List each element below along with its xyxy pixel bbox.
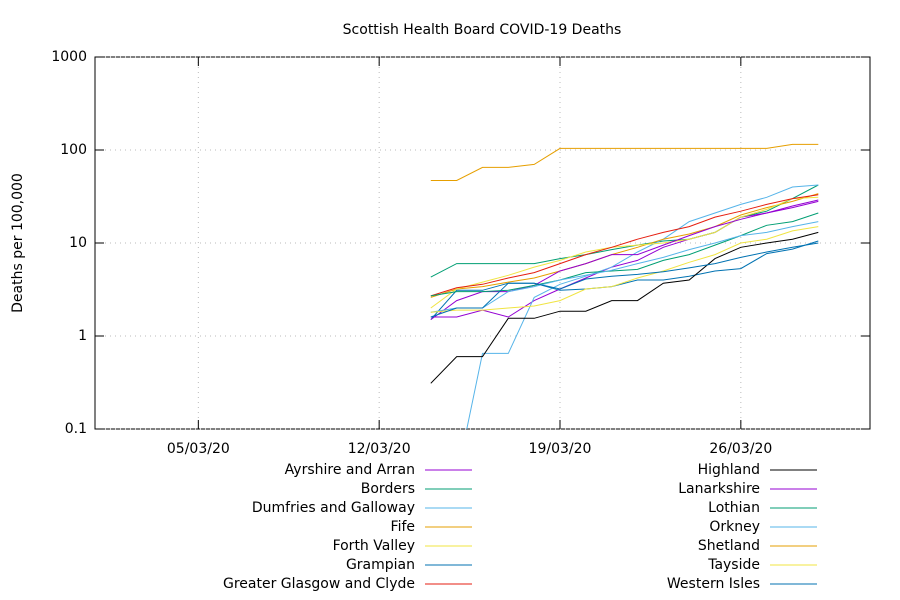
y-tick-label: 1000 — [51, 49, 87, 65]
plot-area — [430, 143, 819, 429]
series-line — [430, 200, 819, 318]
series-line — [430, 242, 819, 318]
legend-label: Dumfries and Galloway — [252, 500, 415, 516]
x-tick-label: 26/03/20 — [709, 441, 772, 457]
chart-title: Scottish Health Board COVID-19 Deaths — [343, 22, 622, 38]
series-line — [430, 184, 819, 278]
legend-label: Greater Glasgow and Clyde — [223, 576, 415, 592]
legend-label: Ayrshire and Arran — [285, 462, 415, 478]
series-line — [430, 226, 819, 313]
legend-label: Fife — [391, 519, 415, 535]
legend-label: Borders — [361, 481, 415, 497]
series-line — [430, 231, 819, 384]
x-tick-label: 12/03/20 — [348, 441, 411, 457]
legend-label: Shetland — [698, 538, 760, 554]
x-tick-label: 19/03/20 — [529, 441, 592, 457]
y-tick-label: 10 — [69, 235, 87, 251]
series-line — [466, 184, 819, 429]
series-line — [430, 212, 819, 297]
legend-label: Lothian — [708, 500, 760, 516]
legend-label: Forth Valley — [333, 538, 415, 554]
series-line — [430, 143, 819, 181]
y-tick-label: 0.1 — [65, 421, 87, 437]
x-tick-label: 05/03/20 — [167, 441, 230, 457]
legend-label: Orkney — [709, 519, 760, 535]
legend-label: Tayside — [707, 557, 760, 573]
y-tick-label: 100 — [60, 142, 87, 158]
series-line — [430, 221, 819, 313]
series-line — [430, 196, 819, 309]
series-line — [430, 193, 819, 298]
plot-frame — [94, 56, 871, 430]
series-line — [430, 240, 819, 320]
series-line — [430, 194, 819, 297]
series-line — [430, 199, 819, 321]
legend-label: Western Isles — [667, 576, 760, 592]
y-axis-label: Deaths per 100,000 — [10, 173, 26, 313]
legend-label: Grampian — [346, 557, 415, 573]
legend-label: Lanarkshire — [678, 481, 760, 497]
legend-label: Highland — [698, 462, 760, 478]
y-tick-label: 1 — [78, 328, 87, 344]
